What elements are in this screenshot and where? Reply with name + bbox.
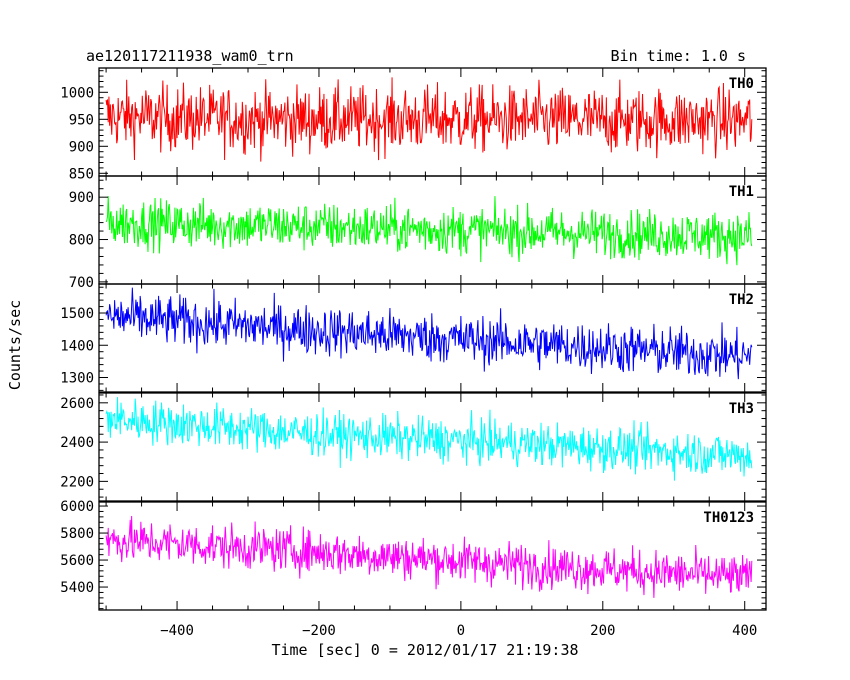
panel-label-th2: TH2 (729, 292, 754, 308)
bin-time-label: Bin time: 1.0 s (611, 47, 746, 65)
x-tick-label: −400 (160, 623, 194, 639)
y-tick-label: 900 (69, 190, 94, 206)
panel-th0123: 5400 5600 5800 6000 TH0123 (60, 499, 767, 611)
chart-title: ae120117211938_wam0_trn (86, 47, 294, 65)
y-tick-label: 5600 (60, 553, 94, 569)
y-tick-label: 5800 (60, 526, 94, 542)
y-tick-label: 950 (69, 112, 94, 128)
panel-label-th3: TH3 (729, 401, 754, 417)
x-tick-label: 0 (457, 623, 465, 639)
panel-th1: 700 800 900 TH1 (69, 175, 767, 291)
y-tick-label: 700 (69, 275, 94, 291)
y-tick-label: 900 (69, 139, 94, 155)
series-th1-line (105, 196, 753, 266)
y-tick-label: 5400 (60, 580, 94, 596)
x-tick-label: 400 (732, 623, 757, 639)
panel-label-th0123: TH0123 (703, 510, 754, 526)
panel-frame (98, 392, 767, 502)
panel-label-th0: TH0 (729, 76, 754, 92)
y-tick-label: 2600 (60, 396, 94, 412)
y-tick-label: 2200 (60, 474, 94, 490)
panel-th3: 2200 2400 2600 TH3 (60, 392, 767, 502)
series-th0-line (105, 77, 753, 162)
series-th3-line (105, 397, 753, 481)
panel-frame (98, 67, 767, 177)
panel-th2: 1300 1400 1500 TH2 (60, 283, 767, 393)
y-tick-label: 1500 (60, 306, 94, 322)
y-axis-label: Counts/sec (6, 300, 24, 390)
panels-group: 850 900 950 1000 TH0 700 800 900 TH1 1300 1400 1500… (60, 67, 767, 611)
panel-th0: 850 900 950 1000 TH0 (60, 67, 767, 182)
y-tick-label: 1400 (60, 338, 94, 354)
series-th0123-line (105, 515, 753, 598)
y-tick-label: 2400 (60, 435, 94, 451)
x-axis-label: Time [sec] 0 = 2012/01/17 21:19:38 (271, 641, 578, 659)
panel-label-th1: TH1 (729, 184, 754, 200)
y-tick-label: 1300 (60, 370, 94, 386)
panel-frame (98, 501, 767, 611)
series-th2-line (105, 287, 753, 380)
y-tick-label: 850 (69, 166, 94, 182)
panel-frame (98, 283, 767, 393)
x-axis: −400 −200 0 200 400 (160, 623, 757, 639)
y-tick-label: 1000 (60, 85, 94, 101)
y-tick-label: 6000 (60, 499, 94, 515)
x-tick-label: −200 (302, 623, 336, 639)
x-tick-label: 200 (590, 623, 615, 639)
y-tick-label: 800 (69, 233, 94, 249)
